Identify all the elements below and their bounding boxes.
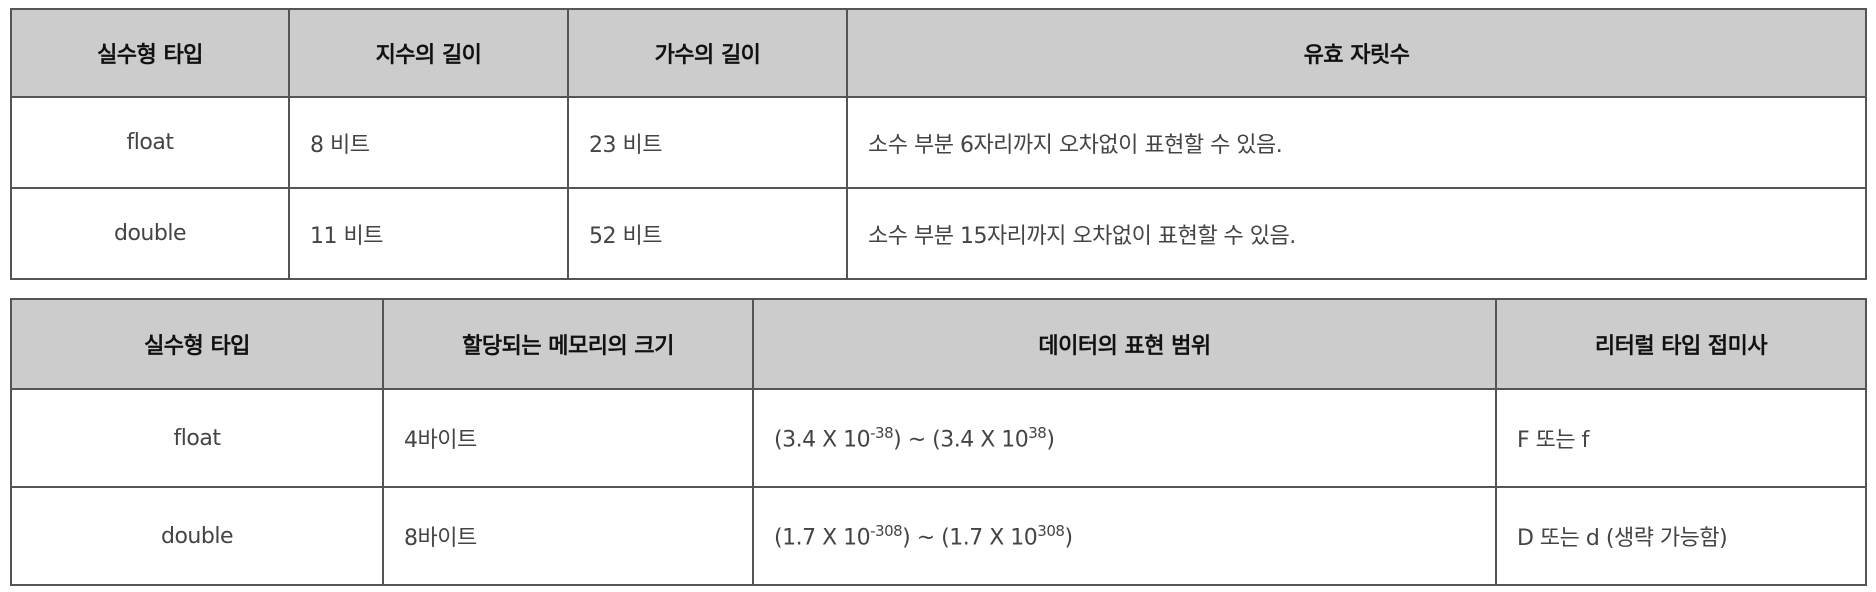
cell-exponent: 8 비트 bbox=[288, 96, 569, 189]
cell-mantissa: 52 비트 bbox=[567, 187, 848, 280]
range-text: ) bbox=[1064, 525, 1073, 551]
cell-range: (1.7 X 10-308) ~ (1.7 X 10308) bbox=[752, 486, 1497, 586]
cell-mantissa: 23 비트 bbox=[567, 96, 848, 189]
range-text: (3.4 X 10 bbox=[774, 427, 871, 453]
range-exponent: -308 bbox=[870, 521, 903, 540]
range-exponent: 38 bbox=[1028, 423, 1047, 442]
table-header-row: 실수형 타입 할당되는 메모리의 크기 데이터의 표현 범위 리터럴 타입 접미… bbox=[10, 298, 1867, 390]
cell-precision: 소수 부분 6자리까지 오차없이 표현할 수 있음. bbox=[846, 96, 1867, 189]
header-memory: 할당되는 메모리의 크기 bbox=[382, 298, 754, 390]
float-range-table: 실수형 타입 할당되는 메모리의 크기 데이터의 표현 범위 리터럴 타입 접미… bbox=[10, 298, 1867, 586]
header-range: 데이터의 표현 범위 bbox=[752, 298, 1497, 390]
header-exponent: 지수의 길이 bbox=[288, 8, 569, 98]
table-row: float 8 비트 23 비트 소수 부분 6자리까지 오차없이 표현할 수 … bbox=[10, 96, 1867, 189]
range-exponent: 308 bbox=[1037, 521, 1065, 540]
header-type: 실수형 타입 bbox=[10, 298, 384, 390]
table-row: float 4바이트 (3.4 X 10-38) ~ (3.4 X 1038) … bbox=[10, 388, 1867, 488]
cell-memory: 8바이트 bbox=[382, 486, 754, 586]
cell-precision: 소수 부분 15자리까지 오차없이 표현할 수 있음. bbox=[846, 187, 1867, 280]
range-exponent: -38 bbox=[870, 423, 894, 442]
cell-suffix: D 또는 d (생략 가능함) bbox=[1495, 486, 1867, 586]
table-header-row: 실수형 타입 지수의 길이 가수의 길이 유효 자릿수 bbox=[10, 8, 1867, 98]
cell-type: float bbox=[10, 96, 290, 189]
float-bits-table: 실수형 타입 지수의 길이 가수의 길이 유효 자릿수 float 8 비트 2… bbox=[10, 8, 1867, 280]
header-type: 실수형 타입 bbox=[10, 8, 290, 98]
cell-type: float bbox=[10, 388, 384, 488]
header-mantissa: 가수의 길이 bbox=[567, 8, 848, 98]
cell-type: double bbox=[10, 486, 384, 586]
range-text: ) ~ (1.7 X 10 bbox=[902, 525, 1038, 551]
cell-type: double bbox=[10, 187, 290, 280]
range-text: (1.7 X 10 bbox=[774, 525, 871, 551]
range-text: ) ~ (3.4 X 10 bbox=[893, 427, 1029, 453]
cell-exponent: 11 비트 bbox=[288, 187, 569, 280]
cell-suffix: F 또는 f bbox=[1495, 388, 1867, 488]
header-suffix: 리터럴 타입 접미사 bbox=[1495, 298, 1867, 390]
range-text: ) bbox=[1046, 427, 1055, 453]
cell-memory: 4바이트 bbox=[382, 388, 754, 488]
table-row: double 8바이트 (1.7 X 10-308) ~ (1.7 X 1030… bbox=[10, 486, 1867, 586]
table-row: double 11 비트 52 비트 소수 부분 15자리까지 오차없이 표현할… bbox=[10, 187, 1867, 280]
header-precision: 유효 자릿수 bbox=[846, 8, 1867, 98]
cell-range: (3.4 X 10-38) ~ (3.4 X 1038) bbox=[752, 388, 1497, 488]
